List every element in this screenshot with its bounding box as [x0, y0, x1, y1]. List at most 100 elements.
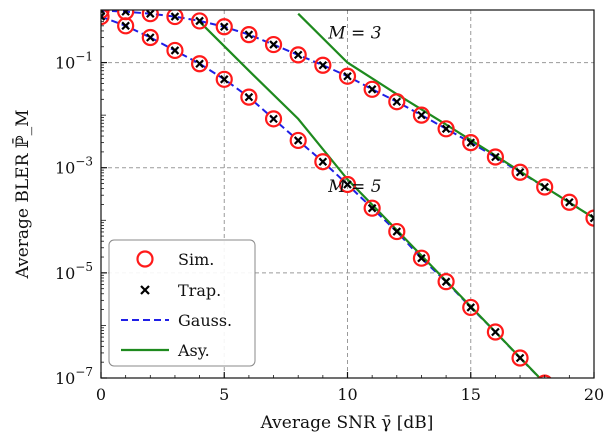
sim-point-m-5-12: [388, 222, 406, 241]
trap-point-m-3-4: [195, 16, 204, 26]
trap-point-m-3-16: [491, 152, 500, 162]
trap-point-m-3-8: [293, 50, 303, 60]
sim-point-m-5-17: [511, 349, 529, 367]
trap-point-m-3-15: [466, 138, 476, 147]
legend-trap-label: Trap.: [178, 281, 221, 300]
sim-point-m-3-6: [240, 26, 258, 44]
trap-point-m-3-2: [146, 10, 155, 18]
trap-point-m-5-7: [269, 114, 278, 124]
trap-point-m-3-7: [269, 40, 278, 49]
trap-point-m-5-6: [244, 92, 254, 102]
sim-point-m-5-0: [101, 10, 110, 26]
trap-point-m-3-1: [121, 10, 130, 16]
y-tick-label--1: 10−1: [55, 50, 93, 73]
sim-point-m-3-11: [363, 80, 381, 98]
sim-point-m-3-16: [486, 148, 504, 166]
trap-point-m-5-1: [121, 21, 130, 31]
tick-labels: 0 5 10 15 20 10−1 10−3 10−5 10−7: [55, 50, 604, 404]
trap-point-m-5-13: [417, 253, 426, 263]
trap-point-m-3-5: [219, 22, 229, 32]
sim-point-m-3-15: [462, 134, 480, 152]
annotation-m-5: M = 5: [327, 177, 381, 197]
trap-point-m-3-19: [565, 198, 574, 207]
trap-point-m-5-8: [293, 136, 303, 145]
x-tick-label-10: 10: [337, 385, 357, 404]
sim-point-m-5-4: [191, 55, 209, 73]
trap-point-m-3-18: [540, 182, 549, 192]
trap-point-m-3-20: [589, 213, 594, 223]
trap-point-m-3-3: [170, 12, 180, 21]
x-tick-label-5: 5: [219, 385, 229, 404]
sim-point-m-5-2: [141, 28, 159, 47]
sim-point-m-5-8: [289, 131, 307, 150]
trap-point-m-3-13: [417, 110, 426, 120]
legend-gauss-label: Gauss.: [178, 311, 232, 330]
sim-point-m-3-12: [388, 93, 406, 111]
sim-point-m-5-9: [314, 153, 332, 171]
ticks: [100, 12, 595, 379]
sim-point-m-3-2: [141, 10, 159, 23]
sim-point-m-3-7: [264, 35, 283, 54]
sim-point-m-3-13: [412, 106, 431, 124]
trap-point-m-3-14: [441, 124, 451, 134]
trap-point-m-5-16: [491, 327, 500, 337]
trap-point-m-3-11: [367, 85, 377, 94]
trap-point-m-5-11: [367, 203, 377, 213]
sim-point-m-5-5: [215, 70, 233, 88]
y-tick-label--3: 10−3: [55, 155, 93, 178]
y-axis-title: Average BLER ℙ̄_M: [11, 110, 33, 280]
trap-point-m-5-2: [146, 33, 155, 42]
y-tick-label--7: 10−7: [55, 365, 93, 388]
markers: [101, 10, 594, 378]
sim-point-m-5-6: [240, 88, 258, 106]
sim-point-m-5-10: [338, 175, 357, 194]
legend-trap-marker: [140, 285, 150, 295]
trap-point-m-3-9: [318, 60, 328, 70]
trap-point-m-3-12: [392, 97, 402, 107]
trap-point-m-5-10: [343, 180, 352, 189]
x-tick-label-0: 0: [96, 385, 106, 404]
sim-point-m-3-8: [289, 46, 307, 64]
sim-point-m-5-16: [486, 323, 504, 341]
sim-point-m-3-5: [215, 18, 233, 36]
legend-asy-label: Asy.: [177, 341, 210, 360]
x-tick-label-20: 20: [584, 385, 604, 404]
sim-point-m-5-1: [117, 17, 135, 35]
y-tick-label--5: 10−5: [55, 260, 93, 283]
trap-point-m-5-9: [318, 157, 328, 167]
x-axis-title: Average SNR γ̄ [dB]: [260, 413, 434, 433]
sim-point-m-5-14: [437, 273, 455, 291]
sim-point-m-5-13: [412, 249, 431, 267]
sim-point-m-3-19: [560, 193, 578, 211]
legend-box: [108, 239, 256, 367]
trap-point-m-5-17: [515, 353, 525, 363]
legend-sim-label: Sim.: [178, 250, 214, 269]
sim-point-m-3-9: [314, 56, 332, 74]
trap-point-m-5-4: [195, 59, 204, 69]
sim-point-m-5-3: [166, 41, 184, 60]
sim-point-m-3-18: [536, 178, 554, 196]
trap-point-m-5-5: [219, 75, 229, 84]
legend: Sim. Trap. Gauss. Asy.: [108, 239, 256, 367]
annotations: M = 3 M = 5: [327, 24, 381, 197]
sim-point-m-5-11: [363, 199, 381, 217]
sim-point-m-3-20: [585, 209, 594, 227]
trap-point-m-3-6: [244, 30, 254, 39]
trap-point-m-5-14: [441, 277, 451, 286]
trap-point-m-5-15: [466, 303, 476, 312]
sim-point-m-3-3: [166, 10, 184, 26]
trap-point-m-5-0: [101, 12, 106, 21]
trap-point-m-3-10: [343, 71, 352, 81]
x-tick-label-15: 15: [461, 385, 481, 404]
annotation-m-3: M = 3: [327, 24, 381, 44]
sim-point-m-5-7: [264, 110, 283, 128]
legend-sim-marker: [136, 250, 154, 268]
sim-point-m-5-15: [462, 298, 480, 317]
trap-point-m-5-12: [392, 227, 402, 236]
trap-point-m-3-17: [515, 167, 525, 177]
sim-point-m-3-4: [191, 12, 209, 30]
asy-curve-m-5: [198, 20, 542, 378]
trap-point-m-5-3: [170, 46, 180, 55]
